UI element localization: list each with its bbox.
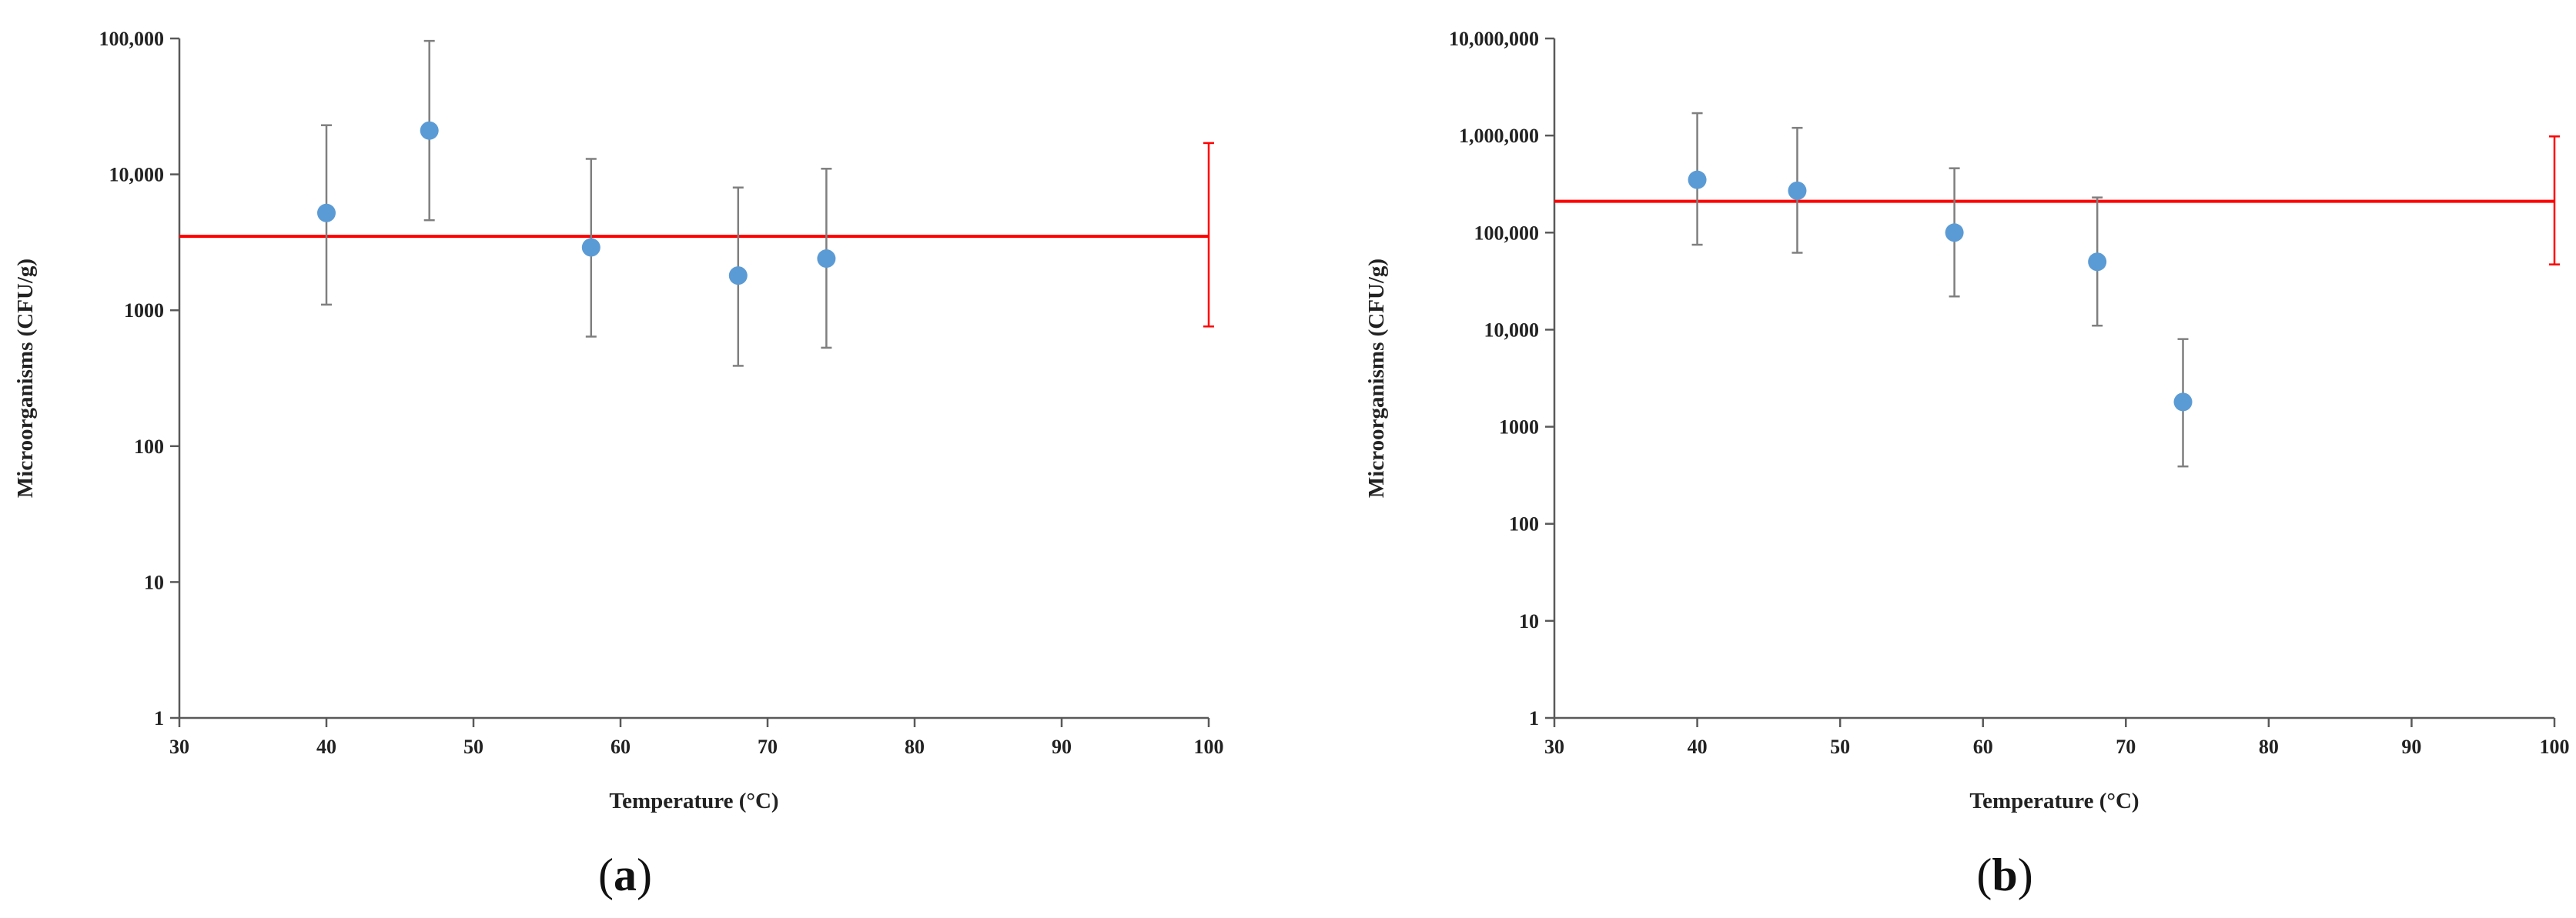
chart-panel-a: 1 10 100 1000 10,000 100,000 30 40 50 60 70 80 90 100… (13, 28, 1224, 900)
x-tick-label: 50 (1830, 736, 1850, 758)
x-tick-label: 90 (2401, 736, 2421, 758)
y-tick-label: 1 (154, 707, 164, 729)
panel-label: (b) (1976, 850, 2032, 900)
x-tick-label: 90 (1052, 736, 1072, 758)
y-tick-label: 100,000 (1474, 222, 1540, 244)
y-tick-label: 10,000,000 (1449, 28, 1539, 50)
y-axis-title: Microorganisms (CFU/g) (13, 259, 38, 498)
x-axis-title: Temperature (°C) (1969, 789, 2139, 813)
y-tick-label: 1 (1529, 707, 1539, 729)
y-tick-label: 10 (1519, 610, 1539, 633)
data-point (728, 266, 748, 285)
y-tick-label: 1000 (124, 299, 164, 322)
data-point (1688, 170, 1707, 189)
x-tick-label: 100 (2540, 736, 2570, 758)
y-tick-label: 1,000,000 (1459, 125, 1539, 147)
x-tick-label: 60 (1973, 736, 1993, 758)
data-point (1788, 181, 1807, 200)
data-point (1945, 223, 1964, 242)
y-tick-label: 100 (1509, 513, 1539, 536)
y-tick-label: 100 (134, 436, 164, 458)
x-tick-label: 30 (169, 736, 189, 758)
chart-panel-b: 1 10 100 1000 10,000 100,000 1,000,000 10,000,0… (1364, 28, 2570, 900)
data-point (2173, 392, 2193, 412)
x-tick-label: 40 (316, 736, 336, 758)
panel-label: (a) (598, 850, 652, 900)
y-tick-label: 10,000 (1484, 319, 1540, 341)
x-tick-label: 50 (463, 736, 483, 758)
x-tick-label: 40 (1688, 736, 1708, 758)
x-tick-label: 100 (1194, 736, 1224, 758)
data-point (581, 238, 601, 257)
y-tick-label: 100,000 (99, 28, 165, 50)
x-tick-label: 60 (611, 736, 631, 758)
data-point (817, 249, 836, 269)
x-axis-title: Temperature (°C) (609, 789, 778, 813)
y-tick-label: 1000 (1499, 416, 1539, 439)
data-point (2088, 252, 2107, 272)
data-point (420, 121, 439, 140)
x-tick-label: 80 (905, 736, 925, 758)
x-tick-label: 70 (2116, 736, 2136, 758)
x-tick-label: 30 (1544, 736, 1564, 758)
data-point (317, 203, 336, 222)
x-tick-label: 70 (758, 736, 778, 758)
x-tick-label: 80 (2259, 736, 2279, 758)
y-tick-label: 10 (144, 571, 164, 593)
y-tick-label: 10,000 (109, 164, 165, 186)
y-axis-title: Microorganisms (CFU/g) (1364, 259, 1389, 498)
